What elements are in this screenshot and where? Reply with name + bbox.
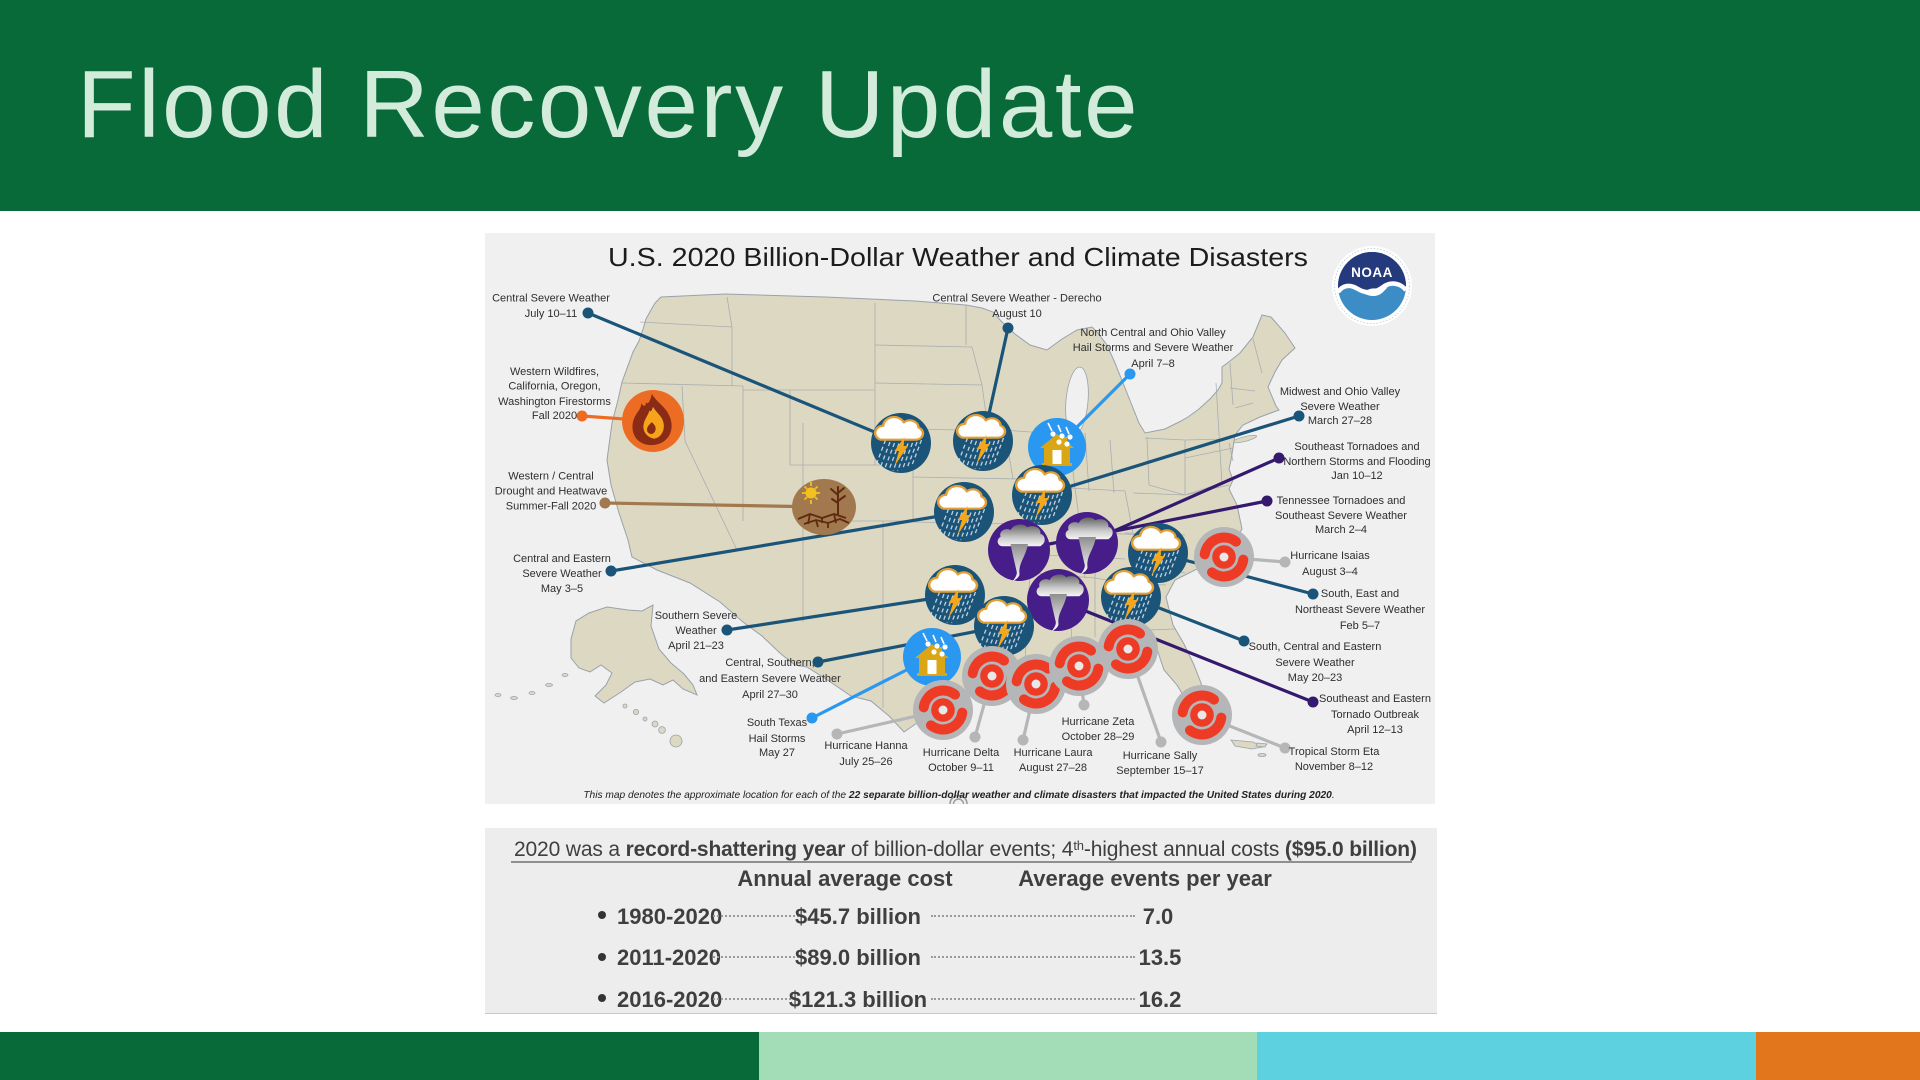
svg-text:Western Wildfires,California,: Western Wildfires, California, Oregon, Was… [498,366,611,422]
svg-text:NOAA: NOAA [1351,265,1393,280]
svg-text:U.S. 2020 Billion-Dollar Weath: U.S. 2020 Billion-Dollar Weather and Cli… [608,242,1308,272]
svg-text:This map denotes the approxima: This map denotes the approximate locatio… [583,790,1334,801]
svg-text:Central, Southern,and Eastern: Central, Southern, and Eastern Severe Wea… [699,657,841,701]
svg-text:Central Severe Weather - Derec: Central Severe Weather - Derecho August 1… [932,293,1101,321]
